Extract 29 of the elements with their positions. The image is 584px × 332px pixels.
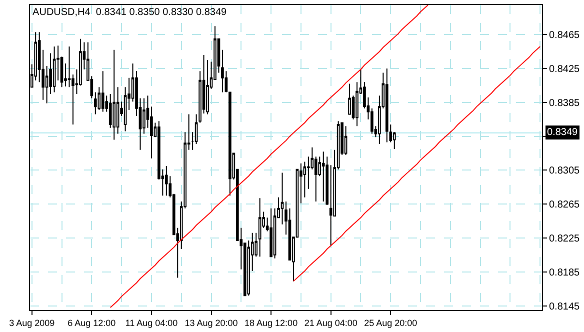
line-series	[292, 46, 541, 282]
y-tick-label: 0.8185	[549, 267, 580, 278]
ref-line-label: 0.8349	[547, 127, 578, 138]
y-tick-label: 0.8465	[549, 30, 580, 42]
x-tick-label: 6 Aug 12:00	[68, 318, 116, 328]
y-tick-label: 0.8225	[549, 233, 580, 244]
x-tick-label: 25 Aug 20:00	[364, 318, 418, 328]
candlestick	[221, 49, 224, 93]
candlestick	[258, 198, 262, 258]
x-tick-label: 18 Aug 12:00	[244, 318, 298, 328]
y-tick-label: 0.8305	[549, 166, 580, 177]
y-tick-label: 0.8145	[549, 301, 580, 312]
candlestick	[322, 151, 325, 202]
candlestick	[164, 165, 168, 196]
x-tick-label: 21 Aug 04:00	[304, 318, 358, 328]
y-tick-label: 0.8385	[549, 98, 580, 109]
candlestick	[52, 46, 56, 93]
chart-title: AUDUSD,H4 0.8341 0.8350 0.8330 0.8349	[32, 7, 228, 18]
candlestick	[270, 208, 272, 258]
x-tick-label: 13 Aug 20:00	[184, 318, 238, 328]
candlestick	[385, 68, 388, 143]
candlestick	[101, 70, 104, 112]
x-tick-label: 11 Aug 04:00	[125, 318, 178, 328]
candlestick	[228, 92, 232, 196]
candlestick	[344, 126, 348, 156]
x-tick-label: 3 Aug 2009	[9, 318, 55, 328]
y-tick-label: 0.8425	[549, 64, 580, 76]
candlestick	[112, 49, 116, 140]
y-tick-label: 0.8265	[549, 200, 580, 211]
